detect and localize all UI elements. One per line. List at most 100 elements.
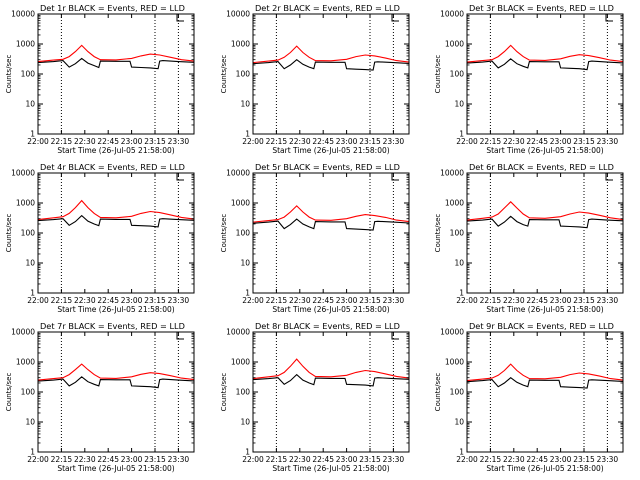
x-tick-label: 22:45 (97, 296, 119, 305)
x-tick-label: 23:00 (550, 296, 572, 305)
detector-panel-1: 22:00 22:15 22:30 22:45 23:00 23:15 23:30 1 10 10… (5, 3, 195, 155)
y-tick-label: 1 (245, 448, 250, 457)
x-tick-label: 22:45 (312, 296, 334, 305)
x-tick-label: 22:15 (480, 296, 502, 305)
x-axis-label: Start Time (26-Jul-05 21:58:00) (272, 146, 389, 155)
y-axis-label: Counts/sec (5, 55, 13, 94)
y-tick-label: 1 (459, 448, 464, 457)
detector-panel-9: 22:00 22:15 22:30 22:45 23:00 23:15 23:30 1 10 10… (434, 321, 624, 473)
x-tick-label: 22:30 (74, 296, 96, 305)
y-tick-label: 1000 (16, 40, 35, 49)
x-axis-label: Start Time (26-Jul-05 21:58:00) (486, 464, 603, 473)
y-axis-label: Counts/sec (220, 55, 228, 94)
x-tick-label: 23:00 (121, 455, 143, 464)
y-tick-label: 10000 (11, 328, 35, 337)
lld-series-line (466, 201, 624, 221)
x-tick-label: 22:00 (27, 455, 49, 464)
y-tick-label: 100 (450, 70, 465, 79)
x-axis-label: Start Time (26-Jul-05 21:58:00) (57, 464, 174, 473)
corner-marker (605, 332, 613, 340)
y-tick-label: 10000 (440, 328, 464, 337)
x-tick-label: 23:15 (144, 296, 166, 305)
y-tick-label: 1000 (16, 199, 35, 208)
y-tick-label: 1000 (445, 40, 464, 49)
y-tick-label: 10 (454, 259, 464, 268)
y-tick-label: 100 (236, 70, 251, 79)
x-tick-label: 23:30 (168, 296, 190, 305)
x-tick-label: 23:30 (383, 296, 405, 305)
y-axis-label: Counts/sec (220, 373, 228, 412)
x-tick-label: 23:30 (168, 455, 190, 464)
y-tick-label: 10 (25, 100, 35, 109)
events-series-line (37, 214, 195, 228)
y-tick-label: 10 (240, 418, 250, 427)
y-tick-label: 1000 (16, 358, 35, 367)
x-tick-label: 23:15 (359, 296, 381, 305)
x-tick-label: 22:15 (480, 137, 502, 146)
lld-series-line (466, 363, 624, 382)
y-tick-label: 10 (25, 259, 35, 268)
x-tick-label: 23:15 (359, 455, 381, 464)
x-tick-label: 23:30 (597, 296, 619, 305)
detector-panel-4: 22:00 22:15 22:30 22:45 23:00 23:15 23:30 1 10 10… (5, 162, 195, 314)
x-axis-label: Start Time (26-Jul-05 21:58:00) (57, 146, 174, 155)
y-tick-label: 10000 (226, 169, 250, 178)
corner-marker (176, 14, 184, 22)
x-tick-label: 23:00 (550, 137, 572, 146)
y-axis-label: Counts/sec (434, 55, 442, 94)
y-tick-label: 100 (21, 388, 36, 397)
x-tick-label: 22:30 (289, 455, 311, 464)
x-tick-label: 23:15 (359, 137, 381, 146)
y-tick-label: 100 (236, 229, 251, 238)
y-tick-label: 1000 (445, 199, 464, 208)
detector-panel-5: 22:00 22:15 22:30 22:45 23:00 23:15 23:30 1 10 10… (220, 162, 410, 314)
y-tick-label: 100 (450, 388, 465, 397)
x-axis-label: Start Time (26-Jul-05 21:58:00) (486, 305, 603, 314)
x-axis-label: Start Time (26-Jul-05 21:58:00) (272, 305, 389, 314)
x-tick-label: 22:45 (97, 137, 119, 146)
detector-panel-3: 22:00 22:15 22:30 22:45 23:00 23:15 23:30 1 10 10… (434, 3, 624, 155)
y-tick-label: 1 (459, 130, 464, 139)
y-tick-label: 100 (21, 229, 36, 238)
corner-marker (605, 173, 613, 181)
events-series-line (252, 373, 410, 387)
y-tick-label: 10 (25, 418, 35, 427)
x-tick-label: 22:45 (526, 137, 548, 146)
y-tick-label: 1 (30, 130, 35, 139)
detector-panel-7: 22:00 22:15 22:30 22:45 23:00 23:15 23:30 1 10 10… (5, 321, 195, 473)
y-tick-label: 1000 (231, 358, 250, 367)
x-tick-label: 22:45 (97, 455, 119, 464)
corner-marker (605, 14, 613, 22)
events-series-line (37, 57, 195, 70)
x-tick-label: 22:00 (456, 455, 478, 464)
x-tick-label: 23:30 (597, 137, 619, 146)
y-tick-label: 1 (245, 130, 250, 139)
x-tick-label: 22:00 (242, 455, 264, 464)
detector-panel-8: 22:00 22:15 22:30 22:45 23:00 23:15 23:30 1 10 10… (220, 321, 410, 473)
corner-marker (391, 173, 399, 181)
x-tick-label: 22:45 (312, 137, 334, 146)
x-tick-label: 22:30 (503, 296, 525, 305)
x-tick-label: 22:15 (266, 455, 288, 464)
x-tick-label: 22:45 (526, 296, 548, 305)
x-tick-label: 22:15 (51, 296, 73, 305)
x-tick-label: 23:30 (383, 455, 405, 464)
x-tick-label: 22:15 (266, 137, 288, 146)
y-tick-label: 10000 (226, 328, 250, 337)
panel-title: Det 4r BLACK = Events, RED = LLD (40, 162, 185, 172)
x-tick-label: 22:15 (266, 296, 288, 305)
x-tick-label: 23:15 (573, 296, 595, 305)
x-tick-label: 22:15 (51, 137, 73, 146)
x-tick-label: 22:00 (456, 296, 478, 305)
x-tick-label: 23:00 (336, 455, 358, 464)
events-series-line (466, 58, 624, 71)
events-series-line (252, 218, 410, 231)
panel-title: Det 2r BLACK = Events, RED = LLD (255, 3, 400, 13)
panel-title: Det 7r BLACK = Events, RED = LLD (40, 321, 185, 331)
corner-marker (391, 14, 399, 22)
y-tick-label: 100 (450, 229, 465, 238)
panel-title: Det 6r BLACK = Events, RED = LLD (469, 162, 614, 172)
x-tick-label: 22:45 (312, 455, 334, 464)
x-tick-label: 23:15 (144, 137, 166, 146)
